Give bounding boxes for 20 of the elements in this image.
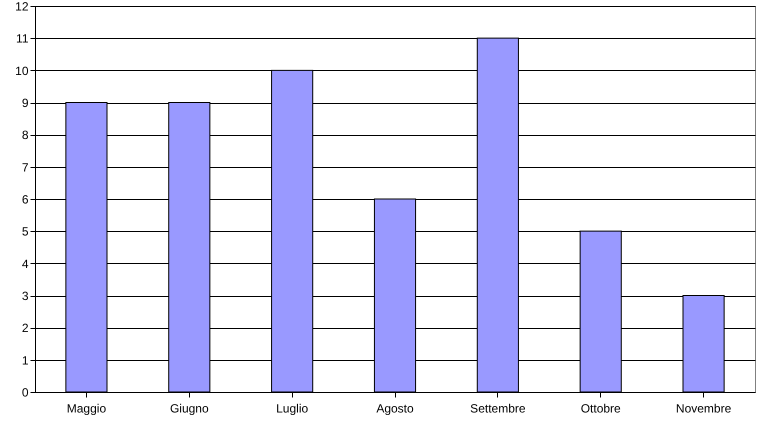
y-tick-label: 9: [22, 96, 29, 110]
y-tick-label: 1: [22, 353, 29, 368]
y-tick-label: 5: [22, 224, 29, 239]
x-tick-label: Agosto: [376, 402, 414, 416]
y-tick-label: 7: [22, 160, 29, 174]
x-tick-label: Maggio: [66, 402, 106, 416]
y-tick-label: 2: [22, 321, 29, 336]
y-tick-label: 3: [22, 289, 29, 303]
x-tick-label: Luglio: [276, 402, 308, 416]
y-tick-label: 11: [16, 32, 29, 46]
y-tick-label: 12: [15, 0, 29, 14]
x-tick-label: Novembre: [676, 402, 732, 416]
y-tick-label: 4: [22, 256, 29, 271]
y-tick-label: 10: [15, 64, 29, 78]
x-tick-label: Settembre: [470, 402, 526, 416]
x-tick-label: Ottobre: [580, 402, 622, 416]
y-tick-label: 8: [22, 128, 29, 142]
y-tick-label: 6: [22, 192, 29, 206]
x-tick-label: Giugno: [170, 402, 209, 416]
y-tick-label: 0: [22, 386, 29, 400]
